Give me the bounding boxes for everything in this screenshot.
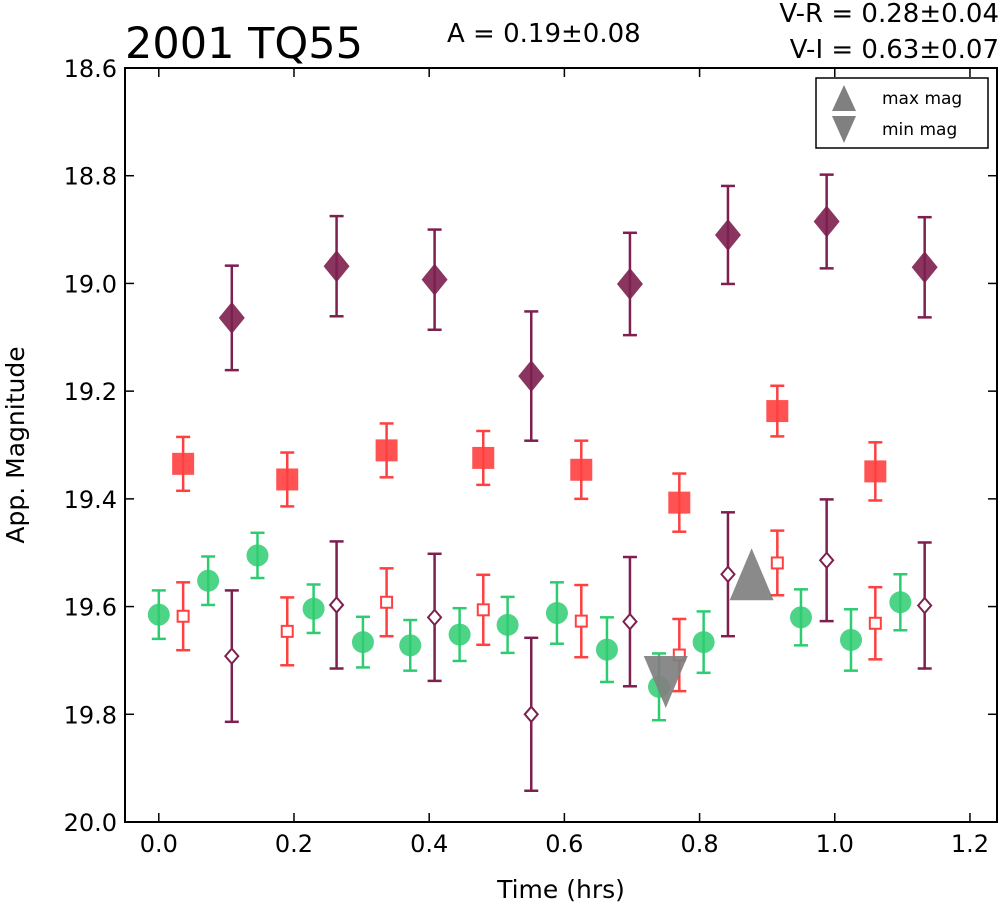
data-point-square-open <box>476 603 490 617</box>
data-point-circle <box>399 634 422 657</box>
x-tick-label: 0.6 <box>545 830 583 858</box>
data-point-diamond <box>323 250 350 283</box>
data-point-diamond-open <box>622 612 638 631</box>
data-point-square <box>668 491 691 514</box>
data-point-diamond <box>421 263 448 296</box>
y-axis-label: App. Magnitude <box>1 346 30 543</box>
data-point-square <box>472 446 495 469</box>
data-point-circle <box>448 623 471 646</box>
data-point-diamond-open <box>720 565 736 584</box>
data-point-diamond-open <box>916 596 933 615</box>
data-point-circle <box>789 606 812 629</box>
legend-max-mag-marker <box>832 85 856 111</box>
data-point-square <box>172 452 195 475</box>
data-point-diamond <box>714 218 741 251</box>
y-tick-label: 18.6 <box>64 55 117 83</box>
y-tick-label: 19.4 <box>64 486 117 514</box>
legend-max-mag-label: max mag <box>882 89 962 109</box>
y-tick-label: 19.2 <box>64 378 117 406</box>
data-point-square <box>766 400 789 423</box>
data-point-circle <box>839 628 862 651</box>
data-point-diamond-open <box>328 595 345 614</box>
data-point-square-open <box>280 624 294 638</box>
data-point-diamond <box>518 360 545 393</box>
color-index-vr: V-R = 0.28±0.04 <box>779 0 999 29</box>
series-2 <box>176 529 883 693</box>
legend-min-mag-label: min mag <box>882 120 957 140</box>
x-tick-label: 1.2 <box>951 830 989 858</box>
data-point-diamond-open <box>523 705 540 724</box>
color-index-vi: V-I = 0.63±0.07 <box>790 35 999 65</box>
data-point-circle <box>889 591 912 614</box>
legend: max mag min mag <box>815 77 989 149</box>
data-point-square <box>375 439 398 462</box>
data-point-circle <box>197 569 220 592</box>
data-point-diamond <box>813 205 840 238</box>
x-tick-label: 0.8 <box>680 830 718 858</box>
series-3 <box>218 173 938 442</box>
x-tick-label: 0.2 <box>275 830 313 858</box>
plot-frame <box>124 67 998 823</box>
y-tick-label: 19.0 <box>64 270 117 298</box>
series-1 <box>172 384 887 533</box>
min-mag-marker <box>643 655 688 708</box>
data-point-diamond-open <box>818 551 835 570</box>
data-point-square-open <box>868 616 882 630</box>
y-tick-label: 20.0 <box>64 809 117 837</box>
max-mag-marker <box>729 548 774 601</box>
tick-layer: 0.0 0.2 0.4 0.6 0.8 1.0 1.2 18.6 18.8 19.0 19.2 19.… <box>64 55 997 858</box>
data-point-circle <box>351 631 374 654</box>
data-point-square-open <box>380 595 394 609</box>
data-point-circle <box>545 602 568 625</box>
data-point-square-open <box>770 556 784 570</box>
data-point-circle <box>496 613 519 636</box>
data-point-circle <box>147 603 170 626</box>
y-tick-label: 19.6 <box>64 594 117 622</box>
data-point-diamond-open <box>223 647 240 666</box>
data-point-square <box>864 460 887 483</box>
legend-min-mag-marker <box>832 116 856 143</box>
series-0 <box>147 531 912 722</box>
y-tick-label: 19.8 <box>64 701 117 729</box>
plot-layer <box>147 173 938 793</box>
data-point-diamond <box>616 267 643 300</box>
data-point-circle <box>595 638 618 661</box>
data-point-circle <box>246 544 269 567</box>
data-point-diamond <box>911 251 938 284</box>
data-point-square <box>276 468 299 491</box>
data-point-square-open <box>574 614 588 628</box>
data-point-circle <box>692 631 715 654</box>
x-tick-label: 0.0 <box>140 830 178 858</box>
data-point-diamond <box>218 301 245 334</box>
x-tick-label: 0.4 <box>410 830 448 858</box>
series-4 <box>223 498 933 793</box>
data-point-square-open <box>176 609 190 623</box>
y-tick-label: 18.8 <box>64 163 117 191</box>
x-tick-label: 1.0 <box>816 830 854 858</box>
data-point-diamond-open <box>426 608 443 627</box>
data-point-circle <box>302 597 325 620</box>
data-point-square <box>570 458 593 481</box>
amplitude-label: A = 0.19±0.08 <box>447 19 641 49</box>
chart-title: 2001 TQ55 <box>125 19 363 69</box>
x-axis-label: Time (hrs) <box>496 875 625 904</box>
